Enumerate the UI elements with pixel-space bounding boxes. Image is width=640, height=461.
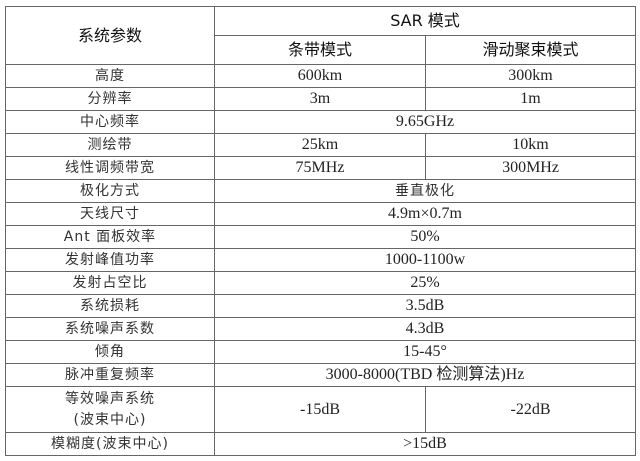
- spotlight-value: 300km: [424, 64, 637, 88]
- table-row: 发射峰值功率 1000-1100w: [5, 248, 637, 272]
- row-label: 脉冲重复频率: [5, 363, 215, 387]
- shared-value: 25%: [213, 271, 637, 295]
- row-label: 分辨率: [5, 87, 215, 111]
- row-label: 等效噪声系统 (波束中心): [5, 386, 215, 433]
- shared-value: >15dB: [213, 432, 637, 456]
- sar-parameters-table: 系统参数 SAR 模式 条带模式 滑动聚束模式 高度 600km 300km 分辨率…: [5, 6, 637, 456]
- shared-value: 15-45°: [213, 340, 637, 364]
- shared-value: 4.3dB: [213, 317, 637, 341]
- shared-value: 垂直极化: [213, 179, 637, 203]
- shared-value: 3000-8000(TBD 检测算法)Hz: [213, 363, 637, 387]
- table-row: 天线尺寸 4.9m×0.7m: [5, 202, 637, 226]
- table-row: 分辨率 3m 1m: [5, 87, 637, 111]
- strip-value: -15dB: [214, 386, 426, 433]
- row-label: 发射占空比: [5, 271, 215, 295]
- table-row: 中心频率 9.65GHz: [5, 110, 637, 134]
- row-label: 发射峰值功率: [5, 248, 215, 272]
- table-row: 等效噪声系统 (波束中心) -15dB -22dB: [5, 386, 637, 433]
- spotlight-value: 1m: [424, 87, 637, 111]
- row-label: Ant 面板效率: [5, 225, 215, 249]
- strip-value: 75MHz: [214, 156, 426, 180]
- table-row: 极化方式 垂直极化: [5, 179, 637, 203]
- shared-value: 50%: [213, 225, 637, 249]
- spotlight-value: 10km: [424, 133, 637, 157]
- row-label: 中心频率: [5, 110, 215, 134]
- header-sar-mode: SAR 模式: [213, 6, 637, 36]
- spotlight-value: -22dB: [424, 386, 637, 433]
- row-label: 测绘带: [5, 133, 215, 157]
- table-row: 高度 600km 300km: [5, 64, 637, 88]
- row-label: 系统噪声系数: [5, 317, 215, 341]
- row-label: 倾角: [5, 340, 215, 364]
- shared-value: 9.65GHz: [213, 110, 637, 134]
- table-row: 线性调频带宽 75MHz 300MHz: [5, 156, 637, 180]
- strip-value: 3m: [214, 87, 426, 111]
- header-spotlight-mode: 滑动聚束模式: [424, 35, 637, 65]
- row-label-line1: 等效噪声系统: [65, 390, 155, 407]
- strip-value: 25km: [214, 133, 426, 157]
- header-param: 系统参数: [5, 6, 215, 65]
- shared-value: 3.5dB: [213, 294, 637, 318]
- table-row: 倾角 15-45°: [5, 340, 637, 364]
- row-label: 线性调频带宽: [5, 156, 215, 180]
- row-label: 极化方式: [5, 179, 215, 203]
- row-label: 高度: [5, 64, 215, 88]
- header-strip-mode: 条带模式: [214, 35, 426, 65]
- table-row: 模糊度(波束中心) >15dB: [5, 432, 637, 456]
- row-label: 模糊度(波束中心): [5, 432, 215, 456]
- strip-value: 600km: [214, 64, 426, 88]
- table-row: 系统噪声系数 4.3dB: [5, 317, 637, 341]
- spotlight-value: 300MHz: [424, 156, 637, 180]
- shared-value: 1000-1100w: [213, 248, 637, 272]
- table-row: 测绘带 25km 10km: [5, 133, 637, 157]
- table-row: 系统损耗 3.5dB: [5, 294, 637, 318]
- table-row: 发射占空比 25%: [5, 271, 637, 295]
- row-label-line2: (波束中心): [73, 411, 147, 428]
- table-row: 脉冲重复频率 3000-8000(TBD 检测算法)Hz: [5, 363, 637, 387]
- shared-value: 4.9m×0.7m: [213, 202, 637, 226]
- table-row: Ant 面板效率 50%: [5, 225, 637, 249]
- row-label: 系统损耗: [5, 294, 215, 318]
- row-label: 天线尺寸: [5, 202, 215, 226]
